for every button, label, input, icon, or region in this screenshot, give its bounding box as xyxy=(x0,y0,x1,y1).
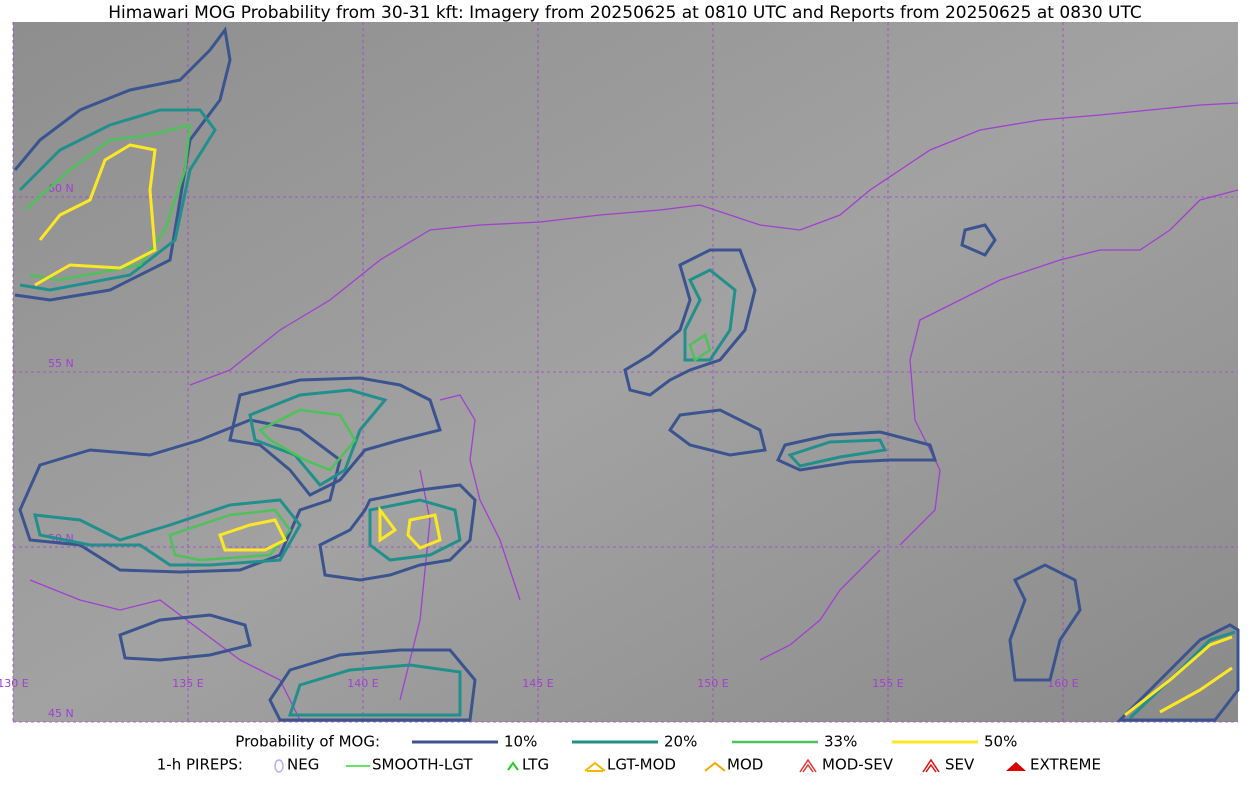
lon-label: 145 E xyxy=(522,677,553,690)
lat-label: 55 N xyxy=(48,357,74,370)
pirep-label: SEV xyxy=(945,756,975,774)
lon-label: 155 E xyxy=(872,677,903,690)
legend-label: 10% xyxy=(504,733,537,751)
lon-label: 160 E xyxy=(1047,677,1078,690)
legend-label: 50% xyxy=(984,733,1017,751)
pireps-title: 1-h PIREPS: xyxy=(157,756,243,774)
pirep-symbol xyxy=(799,758,817,773)
coastlines xyxy=(29,102,1239,721)
pirep-label: MOD xyxy=(727,756,763,774)
legend: Probability of MOG: 1-h PIREPS: 10% 20% 33… xyxy=(157,733,1101,774)
legend-label: 33% xyxy=(824,733,857,751)
pirep-label: EXTREME xyxy=(1030,756,1101,774)
contours xyxy=(13,26,1240,722)
legend-label: 20% xyxy=(664,733,697,751)
pirep-symbol xyxy=(507,761,519,771)
pirep-label: LTG xyxy=(522,756,549,774)
pirep-symbol xyxy=(704,761,726,772)
graticule: 130 E 135 E 140 E 145 E 150 E 155 E 160 E 60 N 5… xyxy=(0,22,1238,723)
pirep-label: NEG xyxy=(287,756,319,774)
pirep-symbol xyxy=(274,759,284,773)
legend-title: Probability of MOG: xyxy=(235,733,380,751)
lon-label: 135 E xyxy=(172,677,203,690)
pirep-label: MOD-SEV xyxy=(822,756,894,774)
lon-label: 140 E xyxy=(347,677,378,690)
pirep-symbol xyxy=(1006,762,1026,771)
lat-label: 60 N xyxy=(48,182,74,195)
title: Himawari MOG Probability from 30-31 kft:… xyxy=(108,3,1142,23)
pirep-symbol xyxy=(922,758,940,773)
pirep-symbol xyxy=(584,761,606,772)
lat-label: 45 N xyxy=(48,707,74,720)
pirep-label: SMOOTH-LGT xyxy=(372,756,473,774)
pirep-label: LGT-MOD xyxy=(607,756,676,774)
lon-label: 130 E xyxy=(0,677,29,690)
lon-label: 150 E xyxy=(697,677,728,690)
map: 130 E 135 E 140 E 145 E 150 E 155 E 160 E 60 N 5… xyxy=(0,22,1240,723)
